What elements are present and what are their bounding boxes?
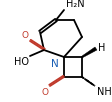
Polygon shape bbox=[82, 47, 97, 58]
Text: NH₂: NH₂ bbox=[97, 87, 112, 97]
Text: N: N bbox=[51, 59, 59, 69]
Text: O: O bbox=[41, 88, 48, 97]
Text: H: H bbox=[98, 43, 105, 53]
Text: HO: HO bbox=[14, 57, 29, 67]
Text: O: O bbox=[22, 31, 29, 40]
Text: H₂N: H₂N bbox=[66, 0, 85, 9]
